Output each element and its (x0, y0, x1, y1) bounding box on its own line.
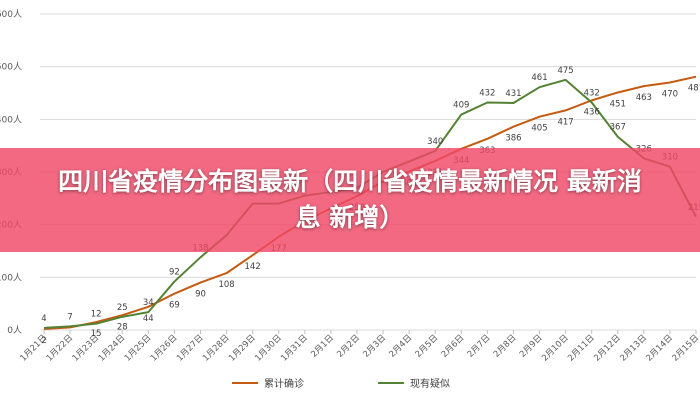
data-label: 90 (195, 290, 206, 300)
data-label: 69 (169, 301, 180, 311)
x-tick-label: 1月26日 (149, 333, 180, 364)
banner-title: 四川省疫情分布图最新（四川省疫情最新情况 最新消息 新增） (58, 167, 642, 232)
data-label: 470 (662, 89, 678, 99)
data-label: 12 (91, 310, 102, 320)
data-label: 34 (143, 298, 154, 308)
x-tick-label: 1月22日 (45, 333, 76, 364)
x-tick-label: 2月1日 (309, 333, 336, 360)
data-label: 15 (91, 329, 102, 339)
legend-label: 现有疑似 (410, 377, 450, 390)
data-label: 475 (557, 66, 573, 76)
data-label: 436 (584, 107, 600, 117)
x-tick-label: 2月4日 (387, 333, 414, 360)
data-label: 461 (531, 73, 547, 83)
data-label: 405 (531, 124, 547, 134)
data-label: 367 (610, 123, 626, 133)
data-label: 386 (505, 134, 521, 144)
y-tick-label: 600人 (0, 9, 22, 20)
data-label: 108 (218, 280, 234, 290)
y-tick-label: 500人 (0, 62, 22, 73)
y-tick-label: 0人 (7, 325, 22, 336)
x-tick-label: 2月3日 (361, 333, 388, 360)
data-label: 409 (453, 101, 469, 111)
x-tick-label: 2月10日 (540, 333, 571, 364)
x-tick-label: 2月13日 (618, 333, 649, 364)
data-label: 2 (41, 336, 46, 346)
x-tick-label: 2月5日 (414, 333, 441, 360)
data-label: 340 (427, 137, 443, 147)
x-tick-label: 2月6日 (440, 333, 467, 360)
title-banner: 四川省疫情分布图最新（四川省疫情最新情况 最新消息 新增） (0, 148, 700, 252)
data-label: 451 (610, 99, 626, 109)
data-label: 4 (41, 314, 46, 324)
data-label: 142 (245, 262, 261, 272)
x-tick-label: 1月28日 (201, 333, 232, 364)
y-tick-label: 100人 (0, 272, 22, 283)
data-label: 7 (67, 312, 72, 322)
x-tick-label: 2月12日 (592, 333, 623, 364)
data-label: 25 (117, 303, 128, 313)
data-label: 432 (479, 88, 495, 98)
data-label: 481 (688, 84, 700, 94)
x-tick-label: 1月25日 (123, 333, 154, 364)
x-tick-label: 2月8日 (492, 333, 519, 360)
data-label: 28 (117, 322, 128, 332)
data-label: 463 (636, 93, 652, 103)
x-tick-label: 2月14日 (644, 333, 675, 364)
x-tick-label: 2月2日 (335, 333, 362, 360)
data-label: 92 (169, 268, 180, 278)
legend-label: 累计确诊 (264, 377, 304, 390)
x-tick-label: 2月7日 (466, 333, 493, 360)
x-tick-label: 1月27日 (175, 333, 206, 364)
data-label: 44 (143, 314, 154, 324)
data-label: 432 (584, 88, 600, 98)
data-label: 417 (557, 117, 573, 127)
x-tick-label: 2月15日 (671, 333, 700, 364)
x-tick-label: 1月30日 (253, 333, 284, 364)
y-tick-label: 400人 (0, 114, 22, 125)
x-tick-label: 2月11日 (566, 333, 597, 364)
x-tick-label: 1月31日 (279, 333, 310, 364)
data-label: 431 (505, 89, 521, 99)
x-tick-label: 1月29日 (227, 333, 258, 364)
